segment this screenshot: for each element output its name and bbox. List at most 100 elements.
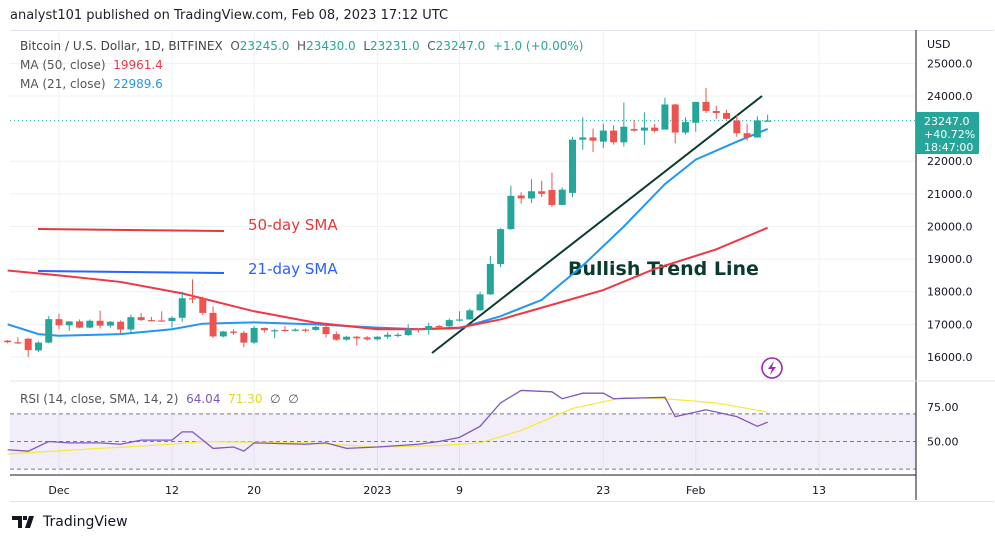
high-label: H bbox=[297, 39, 307, 53]
candle bbox=[301, 328, 309, 333]
rsi-value: 64.04 bbox=[186, 392, 221, 406]
bullish-trend-line[interactable] bbox=[431, 95, 763, 354]
candle-body bbox=[466, 310, 474, 320]
axes: Dec 12 20 2023 9 23 Feb 13 16000.0 17000.0 18000.0… bbox=[48, 57, 972, 497]
y-tick-label: 16000.0 bbox=[927, 351, 973, 364]
x-tick-label: Dec bbox=[48, 484, 69, 497]
candle bbox=[322, 324, 330, 338]
low-label: L bbox=[363, 39, 371, 53]
candle bbox=[76, 319, 84, 329]
ma50-legend[interactable]: MA (50, close) 19961.4 bbox=[20, 58, 163, 72]
candle bbox=[230, 329, 238, 335]
lightning-icon[interactable] bbox=[761, 357, 783, 379]
ma21-label: MA (21, close) bbox=[20, 77, 106, 91]
candle bbox=[86, 319, 94, 329]
candle-body bbox=[127, 317, 135, 330]
y-tick-label: 18000.0 bbox=[927, 286, 973, 299]
x-tick-label: Feb bbox=[686, 484, 705, 497]
chart-svg[interactable]: 50-day SMA 21-day SMA Bullish Trend Line… bbox=[0, 0, 995, 510]
open-label: O bbox=[230, 39, 240, 53]
y-tick-label: 25000.0 bbox=[927, 57, 973, 70]
candle bbox=[671, 103, 679, 144]
candle bbox=[117, 320, 125, 335]
candle-body bbox=[147, 320, 155, 322]
candle-body bbox=[569, 139, 576, 193]
candle-body bbox=[343, 336, 351, 340]
candle-body bbox=[651, 127, 659, 131]
candle-body bbox=[86, 320, 94, 328]
candle-body bbox=[476, 294, 484, 311]
rsi-line bbox=[7, 389, 768, 452]
candle bbox=[651, 123, 659, 133]
candle bbox=[353, 335, 361, 346]
candle bbox=[158, 311, 166, 322]
rsi-legend[interactable]: RSI (14, close, SMA, 14, 2) 64.04 71.30 … bbox=[20, 392, 299, 406]
candle bbox=[445, 318, 453, 327]
candle bbox=[281, 325, 289, 332]
sma21-annotation-line bbox=[37, 270, 225, 274]
candle-body bbox=[219, 331, 227, 337]
candle bbox=[189, 279, 197, 304]
candle bbox=[14, 337, 22, 344]
candle bbox=[538, 180, 546, 198]
candle-body bbox=[14, 342, 22, 344]
candle-body bbox=[723, 112, 731, 119]
ma21-legend[interactable]: MA (21, close) 22989.6 bbox=[20, 77, 163, 91]
candle bbox=[425, 322, 433, 335]
candle-body bbox=[661, 104, 669, 130]
rsi-na-1: ∅ bbox=[270, 392, 281, 406]
candle-body bbox=[117, 321, 125, 330]
sma50-annotation-text: 50-day SMA bbox=[248, 216, 338, 234]
candle bbox=[55, 313, 63, 330]
candle bbox=[384, 332, 392, 339]
candle bbox=[620, 102, 628, 147]
candle-body bbox=[4, 340, 12, 343]
candle-body bbox=[507, 195, 515, 230]
ma21-line bbox=[7, 128, 769, 337]
candle-body bbox=[733, 120, 741, 134]
y-tick-label: 24000.0 bbox=[927, 90, 973, 103]
candle bbox=[199, 296, 207, 316]
rsi-na-2: ∅ bbox=[288, 392, 299, 406]
candle bbox=[363, 336, 371, 341]
candle-body bbox=[414, 328, 422, 331]
tag-price: 23247.0 bbox=[924, 115, 970, 128]
candle bbox=[271, 328, 279, 339]
candle-body bbox=[291, 329, 299, 331]
candle bbox=[527, 179, 535, 203]
candle-body bbox=[692, 101, 700, 123]
published-header: analyst101 published on TradingView.com,… bbox=[10, 8, 449, 23]
candle bbox=[178, 291, 186, 322]
candle-body bbox=[240, 332, 248, 343]
candle-body bbox=[260, 327, 268, 331]
tradingview-logo[interactable]: TradingView bbox=[12, 514, 128, 530]
candle bbox=[681, 117, 689, 135]
symbol-name: Bitcoin / U.S. Dollar, 1D, BITFINEX bbox=[20, 39, 223, 53]
candle bbox=[435, 324, 443, 328]
candle-body bbox=[271, 330, 279, 332]
candles bbox=[4, 87, 772, 357]
candle-body bbox=[702, 101, 710, 112]
candle bbox=[486, 255, 494, 295]
candle-body bbox=[486, 263, 494, 295]
candle bbox=[610, 125, 618, 145]
ma21-value: 22989.6 bbox=[113, 77, 163, 91]
candle-body bbox=[445, 320, 453, 327]
ma50-value: 19961.4 bbox=[113, 58, 163, 72]
candle bbox=[209, 306, 217, 339]
candle-body bbox=[24, 338, 32, 351]
candle bbox=[219, 330, 227, 338]
candle-body bbox=[178, 298, 186, 318]
candle-body bbox=[517, 195, 525, 199]
close-label: C bbox=[427, 39, 436, 53]
x-tick-label: 12 bbox=[165, 484, 179, 497]
candle bbox=[343, 335, 351, 341]
close-value: 23247.0 bbox=[435, 39, 486, 53]
chart-frame bbox=[10, 30, 994, 502]
tag-change: +40.72% bbox=[924, 128, 975, 141]
rsi-tick-label: 50.00 bbox=[927, 436, 959, 449]
trend-line-text: Bullish Trend Line bbox=[568, 258, 759, 280]
candle bbox=[312, 325, 320, 331]
candle bbox=[24, 338, 32, 357]
candle bbox=[548, 172, 556, 207]
